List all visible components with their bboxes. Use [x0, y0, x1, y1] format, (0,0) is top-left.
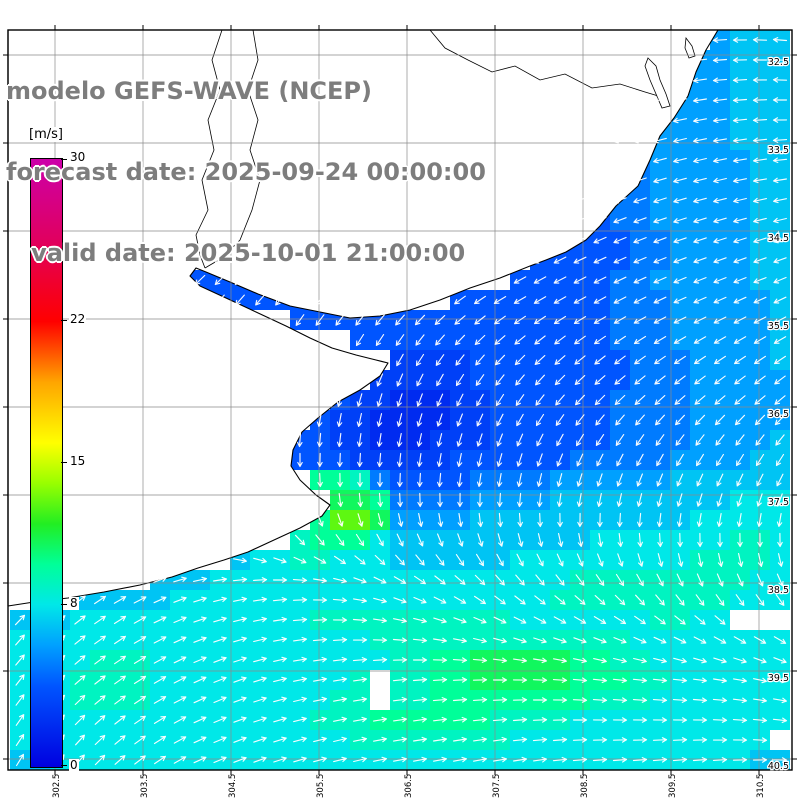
model-title: modelo GEFS-WAVE (NCEP)	[6, 77, 372, 105]
lon-label: 302.5	[52, 774, 62, 798]
lagoon-shape	[644, 57, 671, 109]
lat-label: 35.5	[768, 321, 789, 332]
forecast-date-line: forecast date: 2025-09-24 00:00:00	[6, 158, 486, 186]
lat-label: 36.5	[768, 409, 789, 420]
lon-label: 310.5	[756, 774, 766, 798]
lagoon-shape	[684, 36, 696, 59]
lat-label: 37.5	[768, 497, 789, 508]
map-frame	[7, 29, 793, 771]
lat-label: 32.5	[768, 57, 789, 68]
river-line	[195, 29, 223, 269]
lat-label: 40.5	[768, 761, 789, 772]
lon-label: 309.5	[668, 774, 678, 798]
lat-label: 39.5	[768, 673, 789, 684]
lon-label: 305.5	[316, 774, 326, 798]
wind-arrows	[14, 37, 788, 767]
lon-label: 303.5	[140, 774, 150, 798]
lat-label: 38.5	[768, 585, 789, 596]
title-block: modelo GEFS-WAVE (NCEP) forecast date: 2…	[6, 24, 486, 321]
lon-label: 308.5	[580, 774, 590, 798]
axis-ticks	[3, 25, 797, 775]
lon-labels: 302.5 303.5 304.5 305.5 306.5 307.5 308.5 309.5…	[52, 774, 766, 798]
lon-label: 304.5	[228, 774, 238, 798]
lat-labels: 32.5 33.5 34.5 35.5 36.5 37.5 38.5 39.5 40.5	[767, 56, 791, 774]
river-line	[429, 29, 666, 99]
lon-label: 307.5	[492, 774, 502, 798]
valid-date-line: valid date: 2025-10-01 21:00:00	[6, 239, 466, 267]
lat-label: 34.5	[768, 233, 789, 244]
lat-label: 33.5	[768, 145, 789, 156]
lon-label: 306.5	[404, 774, 414, 798]
